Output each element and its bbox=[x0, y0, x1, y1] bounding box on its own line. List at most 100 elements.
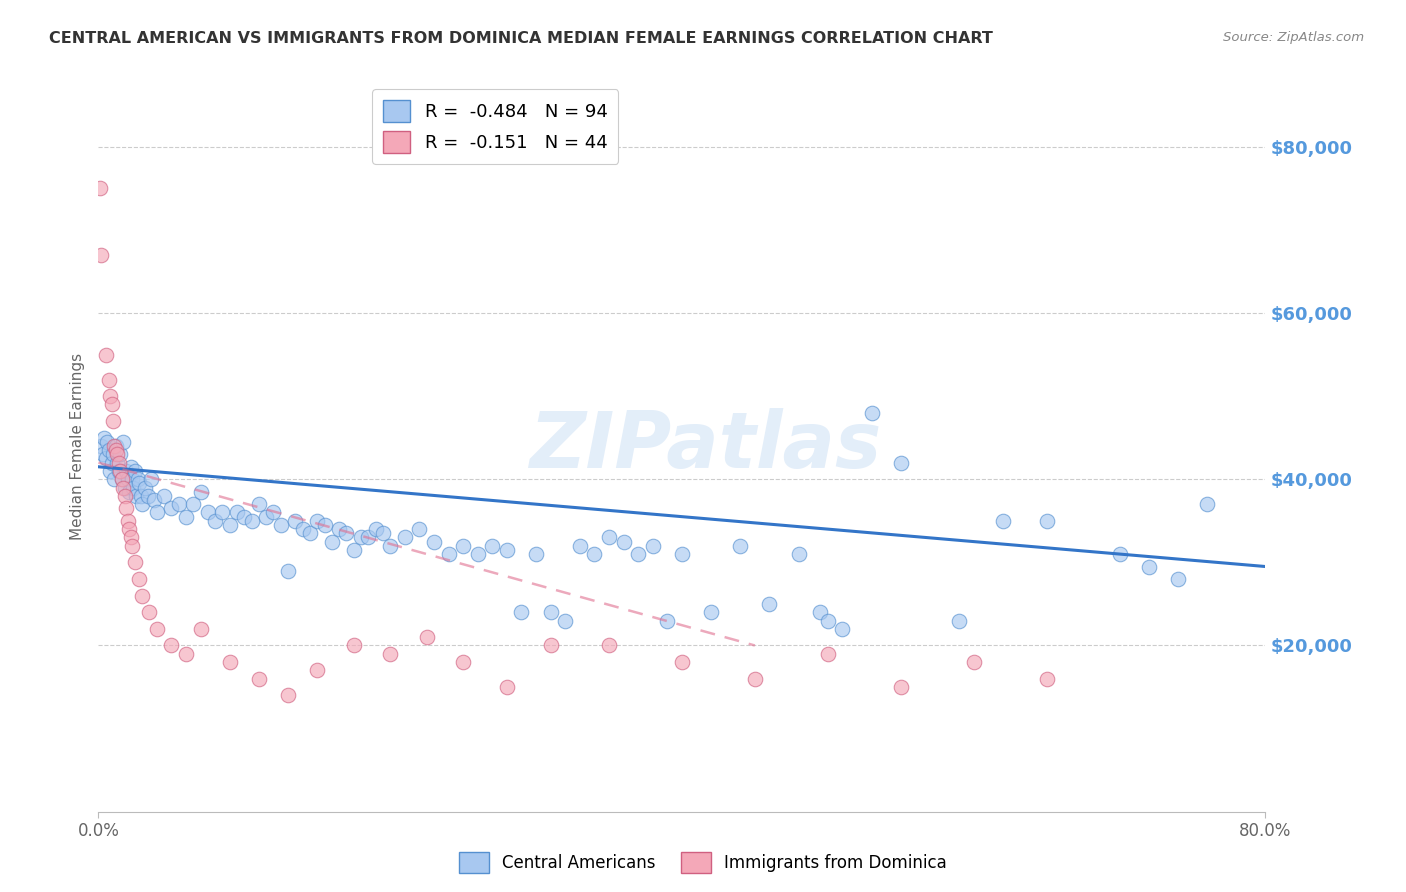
Point bbox=[831, 622, 853, 636]
Text: Source: ZipAtlas.com: Source: ZipAtlas.com bbox=[1223, 31, 1364, 45]
Point bbox=[128, 572, 150, 586]
Point bbox=[218, 655, 240, 669]
Point bbox=[524, 547, 547, 561]
Point bbox=[115, 464, 138, 478]
Point bbox=[112, 481, 135, 495]
Point bbox=[131, 497, 153, 511]
Point bbox=[554, 614, 576, 628]
Point bbox=[117, 514, 139, 528]
Point bbox=[97, 443, 120, 458]
Point bbox=[108, 456, 131, 470]
Text: ZIPatlas: ZIPatlas bbox=[529, 408, 882, 484]
Point bbox=[583, 547, 606, 561]
Point bbox=[118, 522, 141, 536]
Point bbox=[350, 530, 373, 544]
Point bbox=[96, 434, 118, 449]
Point bbox=[91, 447, 114, 461]
Point bbox=[1167, 572, 1189, 586]
Point bbox=[277, 689, 299, 703]
Point bbox=[218, 518, 240, 533]
Point bbox=[284, 514, 307, 528]
Point bbox=[540, 605, 562, 619]
Point bbox=[991, 514, 1014, 528]
Point bbox=[817, 614, 839, 628]
Point bbox=[598, 530, 620, 544]
Point bbox=[181, 497, 204, 511]
Point bbox=[190, 484, 212, 499]
Point bbox=[93, 431, 115, 445]
Y-axis label: Median Female Earnings: Median Female Earnings bbox=[69, 352, 84, 540]
Point bbox=[138, 605, 160, 619]
Point bbox=[357, 530, 380, 544]
Point bbox=[364, 522, 387, 536]
Point bbox=[89, 181, 111, 195]
Point bbox=[408, 522, 430, 536]
Point bbox=[139, 472, 162, 486]
Point bbox=[101, 447, 124, 461]
Point bbox=[114, 489, 136, 503]
Point bbox=[343, 639, 366, 653]
Point bbox=[371, 526, 394, 541]
Point bbox=[240, 514, 263, 528]
Point bbox=[254, 509, 277, 524]
Point bbox=[612, 534, 634, 549]
Point bbox=[90, 248, 112, 262]
Point bbox=[98, 464, 121, 478]
Point bbox=[627, 547, 650, 561]
Point bbox=[314, 518, 336, 533]
Legend: R =  -0.484   N = 94, R =  -0.151   N = 44: R = -0.484 N = 94, R = -0.151 N = 44 bbox=[373, 89, 619, 164]
Point bbox=[496, 680, 519, 694]
Point bbox=[190, 622, 212, 636]
Point bbox=[467, 547, 489, 561]
Point bbox=[114, 481, 136, 495]
Point bbox=[810, 605, 832, 619]
Point bbox=[817, 647, 839, 661]
Point bbox=[496, 542, 519, 557]
Point bbox=[146, 506, 169, 520]
Point bbox=[860, 406, 883, 420]
Point bbox=[127, 472, 149, 486]
Point bbox=[671, 547, 693, 561]
Point bbox=[451, 539, 474, 553]
Point bbox=[134, 481, 156, 495]
Point bbox=[105, 447, 128, 461]
Point bbox=[1195, 497, 1218, 511]
Point bbox=[125, 489, 148, 503]
Point bbox=[343, 542, 366, 557]
Point bbox=[307, 514, 329, 528]
Point bbox=[108, 464, 131, 478]
Point bbox=[122, 481, 145, 495]
Point bbox=[112, 434, 135, 449]
Point bbox=[197, 506, 219, 520]
Point bbox=[948, 614, 970, 628]
Point bbox=[598, 639, 620, 653]
Point bbox=[174, 509, 197, 524]
Point bbox=[641, 539, 664, 553]
Point bbox=[568, 539, 591, 553]
Text: CENTRAL AMERICAN VS IMMIGRANTS FROM DOMINICA MEDIAN FEMALE EARNINGS CORRELATION : CENTRAL AMERICAN VS IMMIGRANTS FROM DOMI… bbox=[49, 31, 993, 46]
Point bbox=[226, 506, 249, 520]
Point bbox=[247, 497, 270, 511]
Point bbox=[120, 530, 142, 544]
Point bbox=[117, 472, 139, 486]
Point bbox=[890, 456, 912, 470]
Point bbox=[136, 489, 159, 503]
Point bbox=[233, 509, 256, 524]
Point bbox=[120, 459, 142, 474]
Point bbox=[890, 680, 912, 694]
Point bbox=[298, 526, 321, 541]
Point bbox=[101, 414, 124, 428]
Point bbox=[321, 534, 343, 549]
Point bbox=[415, 630, 437, 644]
Point bbox=[160, 639, 183, 653]
Point bbox=[174, 647, 197, 661]
Point bbox=[262, 506, 284, 520]
Point bbox=[394, 530, 416, 544]
Point bbox=[758, 597, 780, 611]
Point bbox=[787, 547, 810, 561]
Point bbox=[104, 443, 127, 458]
Point bbox=[90, 439, 112, 453]
Point bbox=[1035, 672, 1057, 686]
Point bbox=[97, 372, 120, 386]
Point bbox=[335, 526, 357, 541]
